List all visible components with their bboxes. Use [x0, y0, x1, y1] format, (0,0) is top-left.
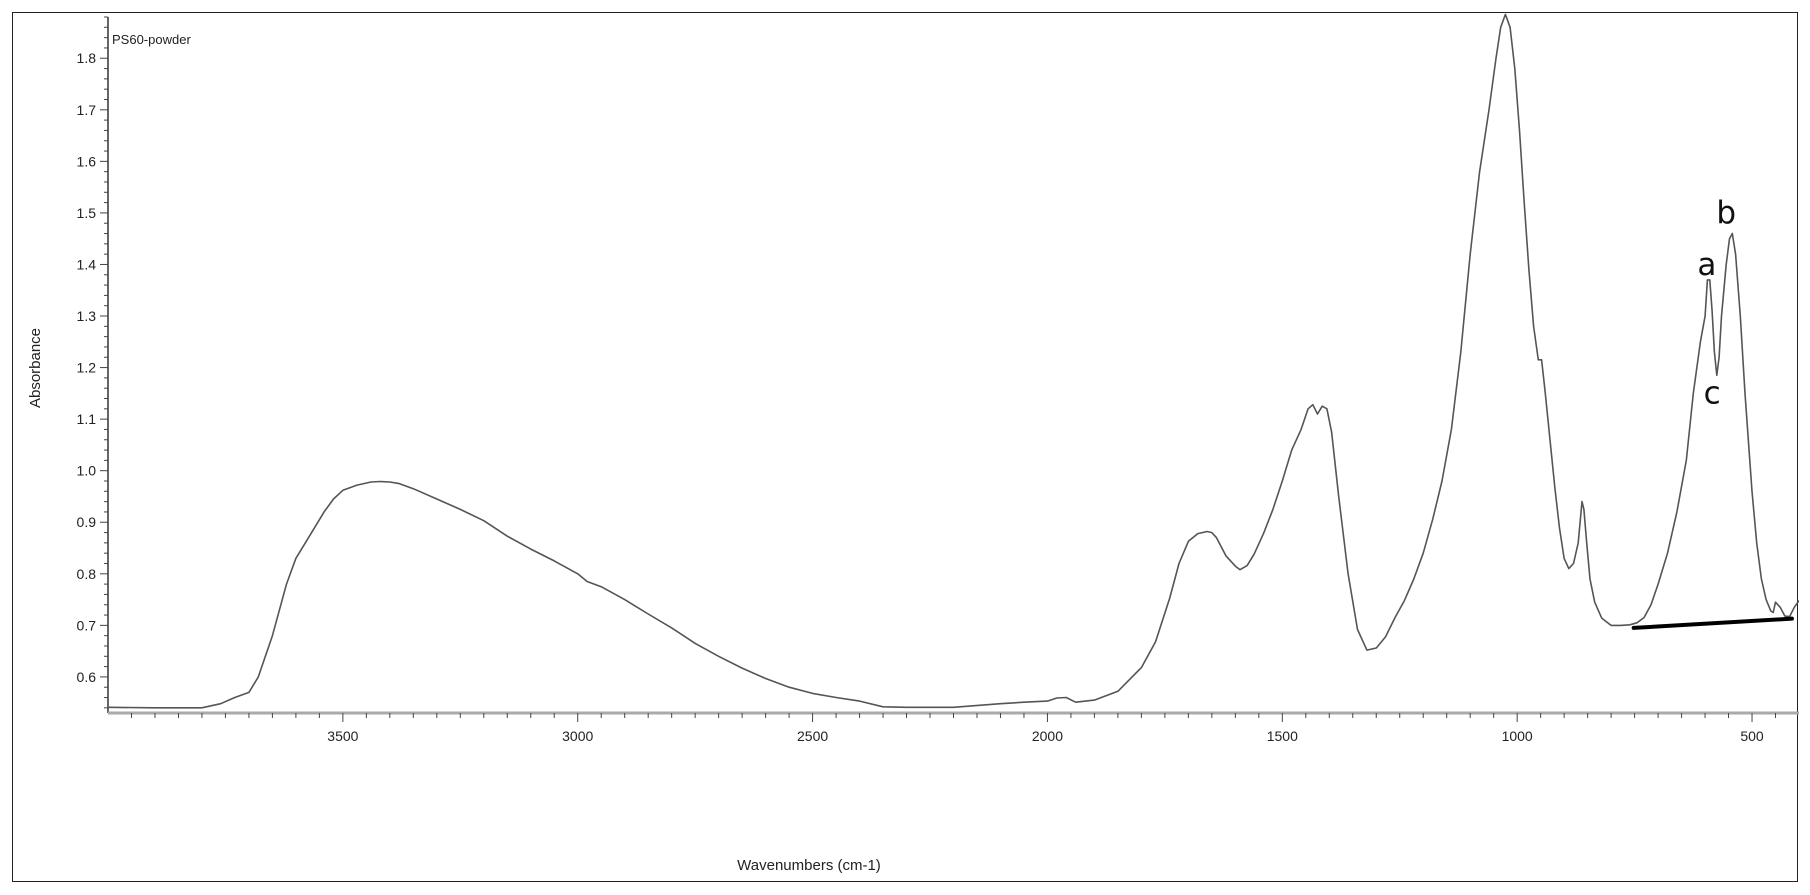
peak-label-c: c: [1704, 376, 1721, 412]
y-tick-label: 1.1: [77, 411, 97, 427]
x-tick-label: 2000: [1032, 728, 1063, 744]
axes: [107, 17, 1799, 715]
y-tick-label: 0.7: [77, 617, 97, 633]
y-tick-label: 1.4: [77, 256, 97, 272]
ticks: 3500 3000 2500 2000 1500 1000 500 0.6 0.7 0.8 0.9 1…: [77, 16, 1777, 744]
annotations: ab c: [1631, 195, 1794, 630]
y-tick-label: 1.8: [77, 50, 97, 66]
peak-label-a: a: [1697, 247, 1716, 283]
y-axis-title: Absorbance: [27, 328, 44, 408]
y-tick-label: 1.7: [77, 102, 97, 118]
y-tick-label: 1.5: [77, 205, 97, 221]
y-tick-label: 0.8: [77, 566, 97, 582]
x-tick-label: 1500: [1267, 728, 1298, 744]
baseline-line: [1631, 616, 1794, 630]
y-tick-label: 1.2: [77, 360, 97, 376]
series: [107, 13, 1799, 709]
x-tick-label: 1000: [1502, 728, 1533, 744]
peak-label-b: b: [1716, 195, 1736, 231]
y-tick-label: 1.3: [77, 308, 97, 324]
chart-frame: 3500 3000 2500 2000 1500 1000 500 0.6 0.7 0.8 0.9 1…: [12, 12, 1799, 882]
x-tick-label: 3000: [562, 728, 593, 744]
x-tick-label: 3500: [327, 728, 358, 744]
plot-title: PS60-powder: [112, 32, 191, 47]
y-tick-label: 1.6: [77, 153, 97, 169]
y-tick-label: 0.6: [77, 669, 97, 685]
ftir-spectrum-chart: 3500 3000 2500 2000 1500 1000 500 0.6 0.7 0.8 0.9 1…: [27, 13, 1799, 874]
y-tick-label: 1.0: [77, 463, 97, 479]
x-tick-label: 2500: [797, 728, 828, 744]
y-tick-label: 0.9: [77, 514, 97, 530]
x-axis-title: Wavenumbers (cm-1): [737, 857, 881, 874]
spectrum-line: [107, 13, 1799, 709]
x-tick-label: 500: [1740, 728, 1764, 744]
